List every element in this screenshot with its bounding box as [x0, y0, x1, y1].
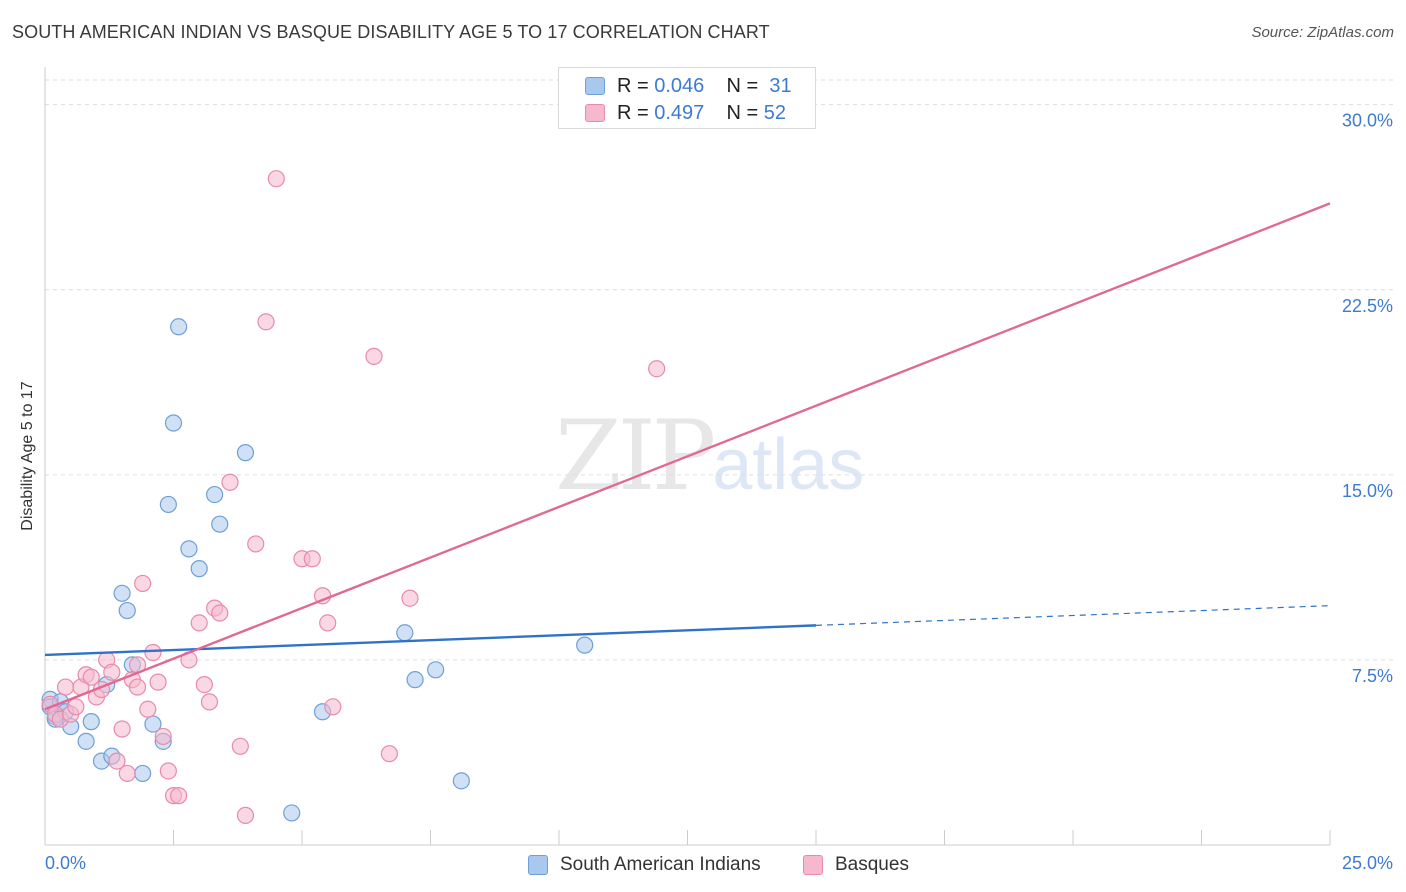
- y-axis-label: Disability Age 5 to 17: [19, 381, 36, 531]
- point-basques: [139, 700, 157, 718]
- y-tick-label: 30.0%: [1342, 111, 1393, 131]
- y-tick-label: 15.0%: [1342, 481, 1393, 501]
- legend-swatch-blue: [585, 77, 605, 95]
- point-basques: [324, 698, 342, 716]
- point-south-american-indians: [396, 624, 414, 642]
- point-south-american-indians: [164, 414, 183, 432]
- point-south-american-indians: [211, 515, 229, 533]
- point-basques: [200, 693, 219, 711]
- y-tick-label: 22.5%: [1342, 296, 1393, 316]
- point-basques: [103, 663, 121, 681]
- point-basques: [221, 473, 239, 491]
- point-basques: [56, 678, 75, 696]
- point-basques: [236, 806, 255, 824]
- point-basques: [190, 614, 208, 632]
- point-basques: [648, 360, 666, 378]
- point-south-american-indians: [134, 764, 152, 783]
- legend-swatch-blue: [528, 855, 548, 875]
- point-basques: [154, 727, 172, 746]
- point-basques: [118, 764, 136, 783]
- point-basques: [365, 347, 383, 365]
- point-south-american-indians: [180, 540, 198, 558]
- point-basques: [257, 313, 275, 331]
- point-basques: [380, 745, 398, 763]
- trendline-south-american-indians: [44, 624, 817, 657]
- point-basques: [67, 698, 85, 716]
- point-south-american-indians: [159, 495, 177, 514]
- source-label: Source: ZipAtlas.com: [1251, 24, 1394, 41]
- point-basques: [82, 668, 100, 686]
- point-basques: [247, 535, 265, 553]
- n-value: 31: [769, 74, 792, 97]
- chart-title: SOUTH AMERICAN INDIAN VS BASQUE DISABILI…: [12, 22, 770, 42]
- r-value: 0.046: [654, 74, 705, 97]
- point-basques: [211, 604, 229, 622]
- point-basques: [170, 787, 188, 805]
- point-south-american-indians: [283, 804, 301, 822]
- point-south-american-indians: [113, 584, 131, 602]
- point-basques: [144, 643, 162, 662]
- r-value: 0.497: [654, 101, 705, 124]
- point-basques: [303, 550, 321, 568]
- point-south-american-indians: [190, 560, 208, 578]
- point-basques: [401, 589, 419, 607]
- legend-label: Basques: [835, 854, 909, 875]
- legend-swatch-pink: [803, 855, 823, 875]
- watermark: ZIPatlas: [555, 400, 864, 512]
- n-value: 52: [763, 101, 787, 124]
- point-basques: [113, 720, 131, 738]
- point-basques: [128, 678, 147, 696]
- trendline-basques: [44, 202, 1331, 711]
- legend-item-south-american-indians[interactable]: South American Indians: [528, 852, 761, 878]
- watermark-atlas: atlas: [712, 425, 865, 505]
- point-basques: [267, 170, 285, 188]
- x-tick-label: 0.0%: [45, 853, 86, 873]
- point-south-american-indians: [82, 713, 100, 731]
- point-basques: [108, 752, 126, 770]
- point-basques: [159, 762, 177, 780]
- point-south-american-indians: [118, 601, 136, 620]
- legend-series: South American Indians Basques: [0, 852, 1406, 878]
- point-south-american-indians: [77, 732, 95, 750]
- point-south-american-indians: [406, 671, 424, 689]
- point-basques: [149, 673, 167, 691]
- legend-label: South American Indians: [560, 854, 761, 875]
- legend-text: R = 0.046 N = 31: [617, 74, 792, 97]
- y-tick-label: 7.5%: [1352, 666, 1393, 686]
- legend-item-basques[interactable]: Basques: [803, 852, 909, 878]
- legend-text: R = 0.497 N = 52: [617, 101, 787, 124]
- point-south-american-indians: [206, 485, 224, 504]
- point-south-american-indians: [170, 318, 188, 336]
- point-basques: [231, 737, 249, 755]
- point-south-american-indians: [452, 772, 470, 790]
- legend-stats: R = 0.046 N = 31 R = 0.497 N = 52: [558, 67, 816, 129]
- x-tick-label: 25.0%: [1342, 853, 1393, 873]
- point-basques: [319, 614, 337, 632]
- trendline-extension-south-american-indians: [815, 605, 1331, 626]
- legend-swatch-pink: [585, 104, 605, 122]
- point-south-american-indians: [427, 661, 445, 679]
- point-basques: [195, 675, 213, 694]
- point-basques: [134, 574, 152, 593]
- point-south-american-indians: [236, 444, 255, 462]
- point-south-american-indians: [576, 636, 594, 654]
